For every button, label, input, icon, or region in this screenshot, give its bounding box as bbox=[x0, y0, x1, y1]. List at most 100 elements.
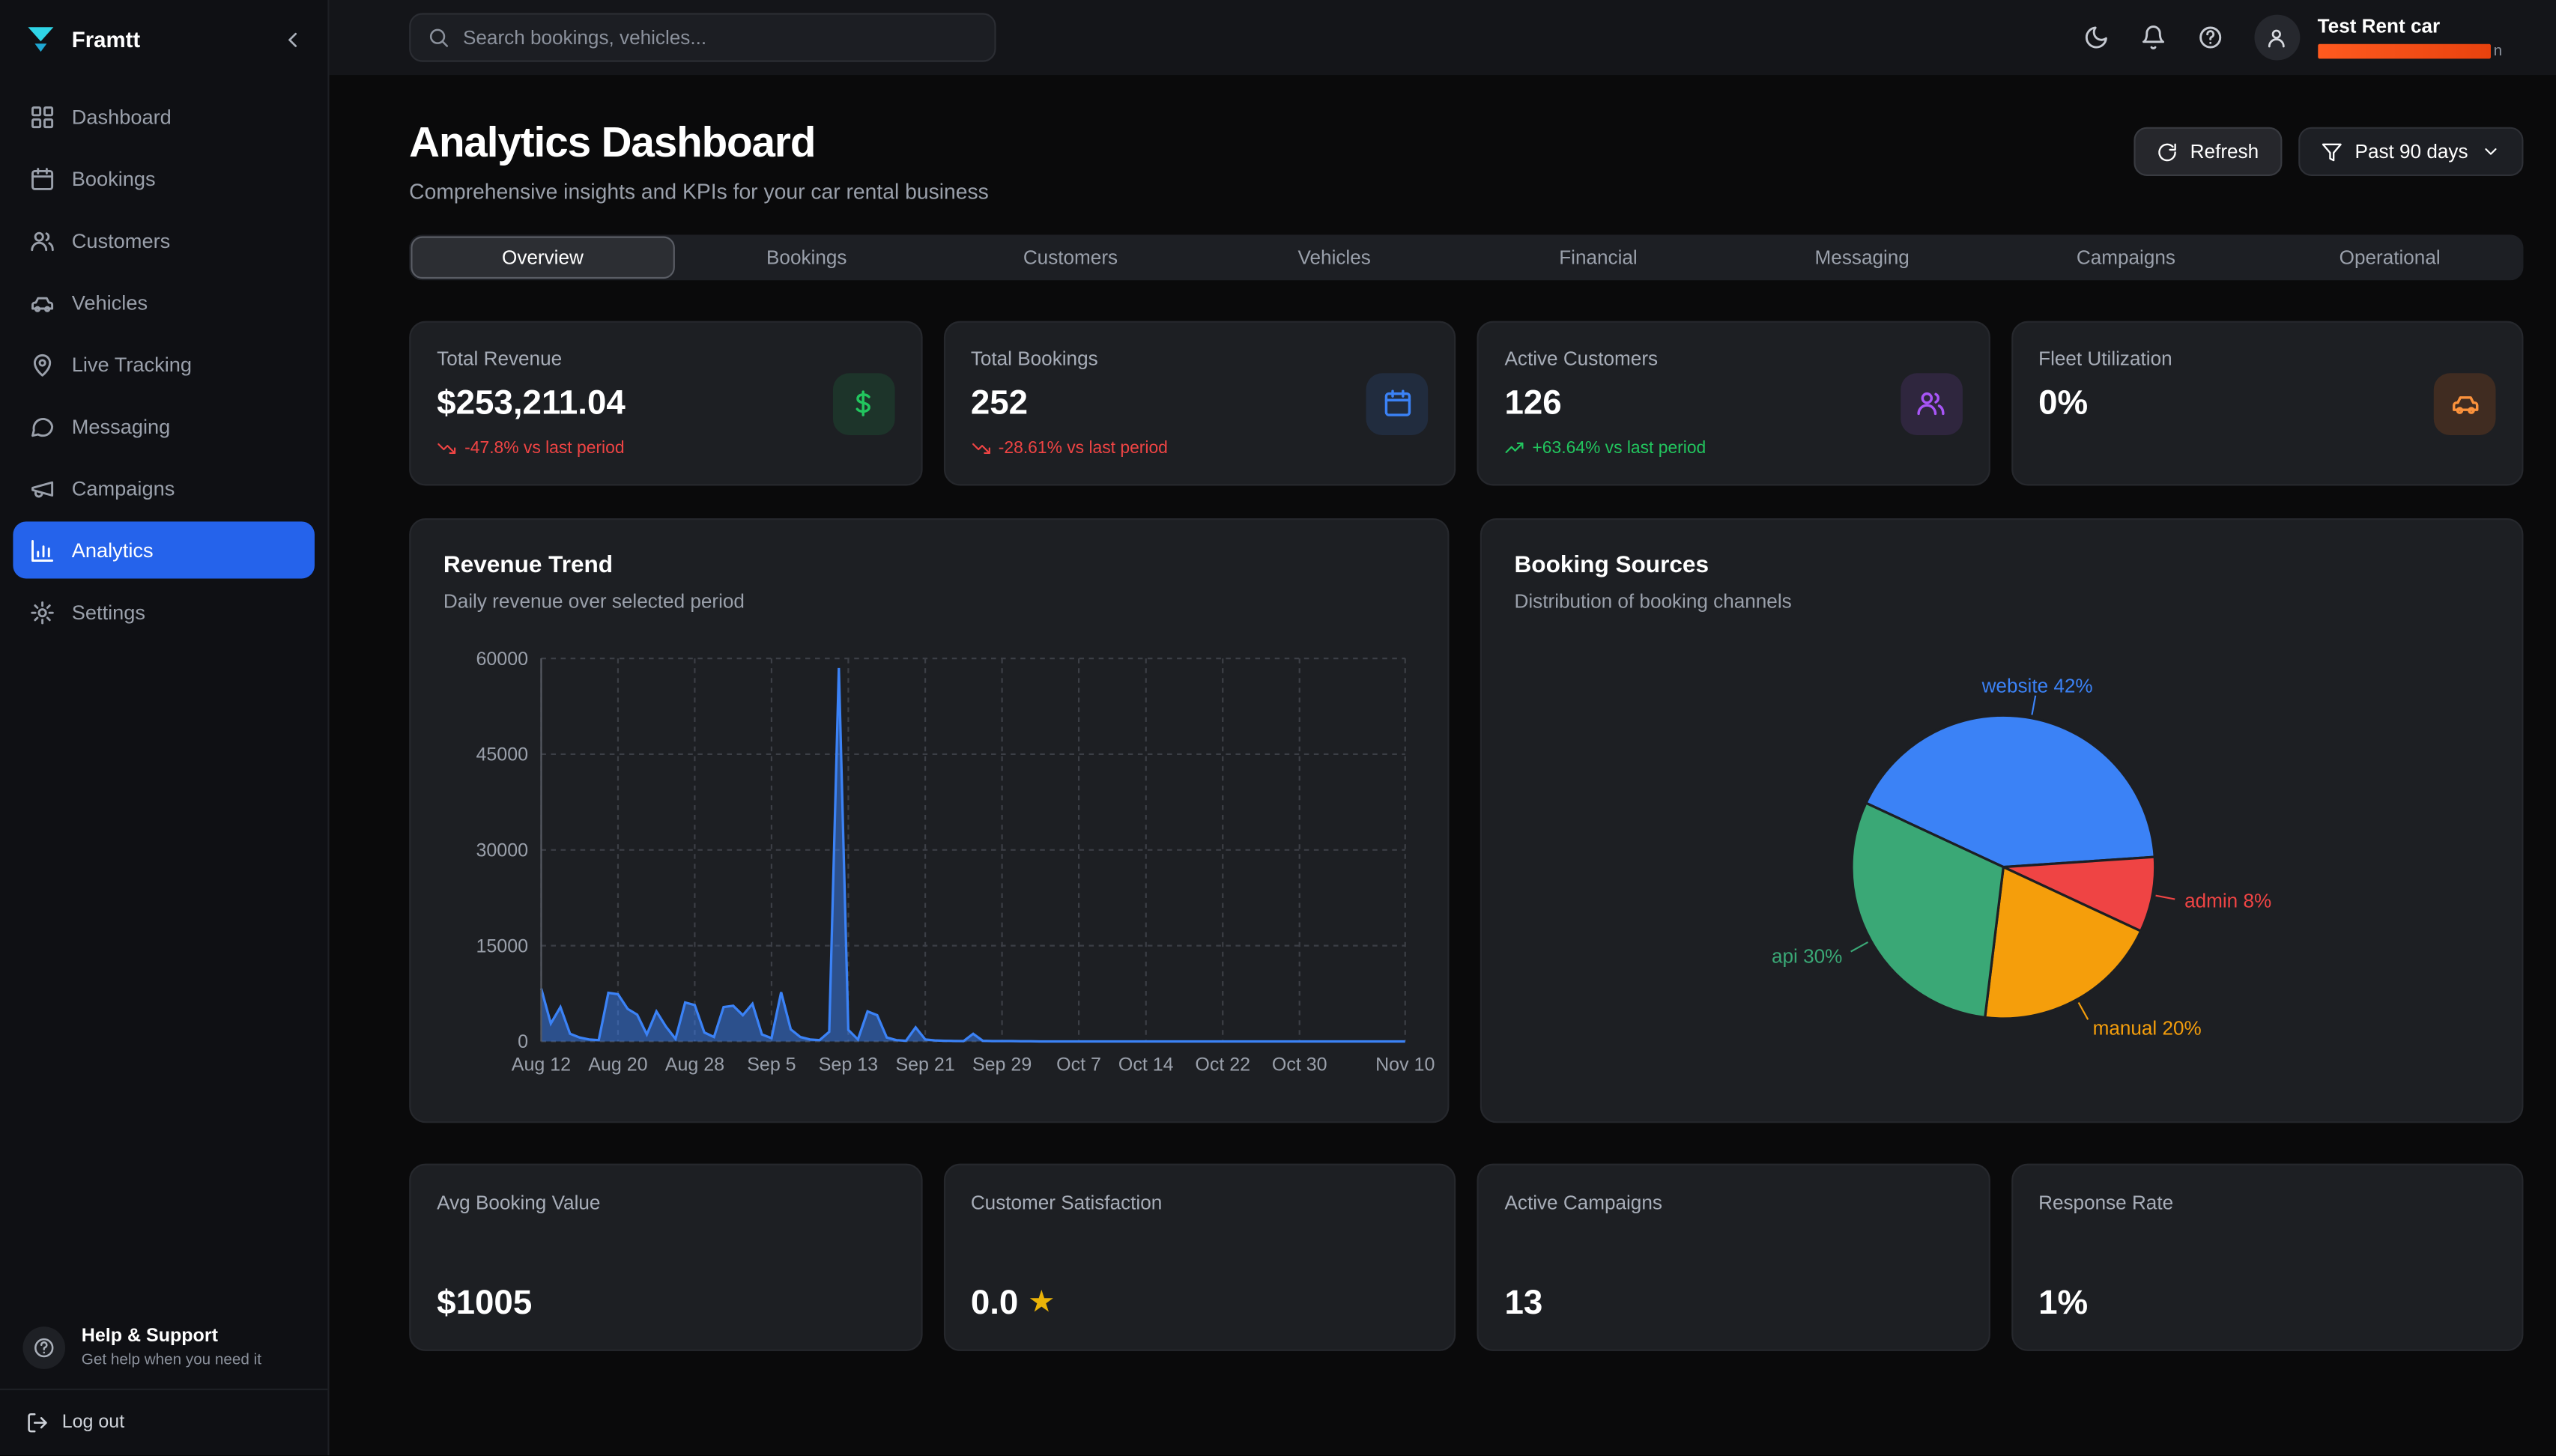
svg-text:Aug 28: Aug 28 bbox=[665, 1055, 724, 1076]
search-icon bbox=[427, 26, 449, 49]
svg-text:60000: 60000 bbox=[476, 649, 528, 670]
logout-icon bbox=[26, 1411, 49, 1434]
stat-label: Customer Satisfaction bbox=[970, 1191, 1163, 1215]
filter-icon bbox=[2321, 141, 2342, 162]
theme-toggle-button[interactable] bbox=[2083, 25, 2109, 51]
date-range-button[interactable]: Past 90 days bbox=[2298, 127, 2524, 177]
bell-icon bbox=[2139, 25, 2166, 51]
help-circle-icon bbox=[2197, 25, 2223, 51]
stat-card-avg-booking-value: Avg Booking Value $1005 bbox=[409, 1163, 922, 1351]
sidebar-item-vehicles[interactable]: Vehicles bbox=[13, 274, 315, 331]
calendar-icon bbox=[1366, 372, 1429, 434]
dollar-icon bbox=[832, 372, 894, 434]
search-box[interactable] bbox=[409, 13, 996, 62]
sidebar-footer: Help & Support Get help when you need it… bbox=[0, 1307, 328, 1455]
svg-text:Oct 22: Oct 22 bbox=[1195, 1055, 1250, 1076]
tab-vehicles[interactable]: Vehicles bbox=[1202, 237, 1466, 279]
trend-down-icon bbox=[437, 438, 456, 458]
refresh-button[interactable]: Refresh bbox=[2133, 127, 2282, 177]
help-support[interactable]: Help & Support Get help when you need it bbox=[0, 1307, 327, 1389]
kpi-delta: -47.8% vs last period bbox=[437, 438, 894, 458]
main-area: Test Rent car n Analytics Dashboard Comp… bbox=[329, 0, 2556, 1455]
svg-text:manual 20%: manual 20% bbox=[2093, 1016, 2202, 1039]
sidebar-item-label: Messaging bbox=[71, 414, 171, 438]
tab-financial[interactable]: Financial bbox=[1466, 237, 1730, 279]
svg-text:0: 0 bbox=[518, 1031, 528, 1052]
chart-icon bbox=[29, 537, 55, 563]
logout-label: Log out bbox=[61, 1413, 125, 1433]
booking-sources-subtitle: Distribution of booking channels bbox=[1514, 589, 1792, 613]
svg-text:Sep 29: Sep 29 bbox=[972, 1055, 1032, 1076]
refresh-icon bbox=[2156, 141, 2177, 162]
sidebar-collapse-button[interactable] bbox=[280, 27, 305, 52]
sidebar-item-live-tracking[interactable]: Live Tracking bbox=[13, 336, 315, 392]
stat-card-customer-satisfaction: Customer Satisfaction 0.0 ★ bbox=[942, 1163, 1456, 1351]
stat-card-active-campaigns: Active Campaigns 13 bbox=[1477, 1163, 1990, 1351]
refresh-label: Refresh bbox=[2190, 140, 2259, 163]
search-input[interactable] bbox=[462, 25, 978, 49]
sidebar-item-customers[interactable]: Customers bbox=[13, 212, 315, 269]
logout-button[interactable]: Log out bbox=[0, 1388, 328, 1455]
tab-bookings[interactable]: Bookings bbox=[675, 237, 939, 279]
tab-customers[interactable]: Customers bbox=[939, 237, 1202, 279]
sidebar-item-messaging[interactable]: Messaging bbox=[13, 398, 315, 455]
sidebar-nav: Dashboard Bookings Customers Vehicles Live T… bbox=[0, 78, 327, 650]
sidebar-item-analytics[interactable]: Analytics bbox=[13, 521, 315, 579]
kpi-value: 252 bbox=[970, 384, 1029, 422]
svg-text:Sep 5: Sep 5 bbox=[747, 1055, 796, 1076]
help-button[interactable] bbox=[2197, 25, 2223, 51]
revenue-trend-card: Revenue Trend Daily revenue over selecte… bbox=[409, 518, 1450, 1123]
sidebar-item-label: Campaigns bbox=[71, 476, 175, 500]
kpi-card-active-customers: Active Customers 126 +63.64% vs last perio… bbox=[1477, 321, 1990, 486]
kpi-row: Total Revenue $253,211.04 -47.8% vs last p… bbox=[409, 321, 2524, 486]
svg-text:Oct 30: Oct 30 bbox=[1272, 1055, 1327, 1076]
topbar-actions: Test Rent car n bbox=[2083, 14, 2502, 61]
booking-sources-title: Booking Sources bbox=[1514, 552, 1709, 579]
tab-operational[interactable]: Operational bbox=[2258, 237, 2522, 279]
account-block[interactable]: Test Rent car n bbox=[2317, 14, 2502, 61]
tab-overview[interactable]: Overview bbox=[411, 236, 675, 279]
svg-text:Aug 12: Aug 12 bbox=[512, 1055, 571, 1076]
svg-text:Oct 14: Oct 14 bbox=[1118, 1055, 1174, 1076]
kpi-delta-text: +63.64% vs last period bbox=[1532, 438, 1706, 458]
svg-text:30000: 30000 bbox=[476, 840, 528, 861]
kpi-delta-text: -28.61% vs last period bbox=[998, 438, 1168, 458]
calendar-icon bbox=[29, 166, 55, 192]
booking-sources-card: Booking Sources Distribution of booking … bbox=[1480, 518, 2524, 1123]
revenue-trend-title: Revenue Trend bbox=[443, 552, 614, 579]
tab-messaging[interactable]: Messaging bbox=[1730, 237, 1994, 279]
car-icon bbox=[29, 289, 55, 315]
help-subtitle: Get help when you need it bbox=[81, 1350, 262, 1369]
sidebar-item-dashboard[interactable]: Dashboard bbox=[13, 88, 315, 145]
tab-bar: Overview Bookings Customers Vehicles Financi… bbox=[409, 234, 2524, 281]
svg-text:Sep 21: Sep 21 bbox=[895, 1055, 954, 1076]
page-header: Analytics Dashboard Comprehensive insigh… bbox=[409, 118, 2524, 204]
account-plan-row: n bbox=[2317, 43, 2502, 61]
svg-text:Aug 20: Aug 20 bbox=[588, 1055, 647, 1076]
sidebar-item-bookings[interactable]: Bookings bbox=[13, 150, 315, 207]
stat-value: $1005 bbox=[437, 1284, 533, 1322]
svg-text:website 42%: website 42% bbox=[1981, 675, 2093, 697]
sidebar-item-label: Dashboard bbox=[71, 105, 172, 128]
kpi-delta: -28.61% vs last period bbox=[971, 438, 1428, 458]
framtt-logo-icon bbox=[22, 21, 58, 57]
sidebar-item-label: Customers bbox=[71, 228, 171, 252]
account-name: Test Rent car bbox=[2317, 14, 2441, 38]
sidebar-item-campaigns[interactable]: Campaigns bbox=[13, 460, 315, 517]
trend-down-icon bbox=[971, 438, 990, 458]
stat-label: Active Campaigns bbox=[1504, 1191, 1662, 1215]
chevron-down-icon bbox=[2481, 142, 2501, 161]
bottom-kpi-row: Avg Booking Value $1005 Customer Satisfact… bbox=[409, 1163, 2524, 1351]
sidebar-item-label: Settings bbox=[71, 600, 146, 624]
kpi-value: 126 bbox=[1504, 384, 1562, 422]
revenue-trend-subtitle: Daily revenue over selected period bbox=[443, 589, 745, 613]
avatar[interactable] bbox=[2253, 14, 2300, 61]
car-icon bbox=[2433, 372, 2496, 434]
kpi-delta-text: -47.8% vs last period bbox=[464, 438, 625, 458]
notifications-button[interactable] bbox=[2139, 25, 2166, 51]
header-actions: Refresh Past 90 days bbox=[2133, 127, 2524, 177]
tab-campaigns[interactable]: Campaigns bbox=[1994, 237, 2258, 279]
stat-label: Response Rate bbox=[2038, 1191, 2174, 1215]
user-icon bbox=[2265, 25, 2289, 50]
sidebar-item-settings[interactable]: Settings bbox=[13, 583, 315, 640]
